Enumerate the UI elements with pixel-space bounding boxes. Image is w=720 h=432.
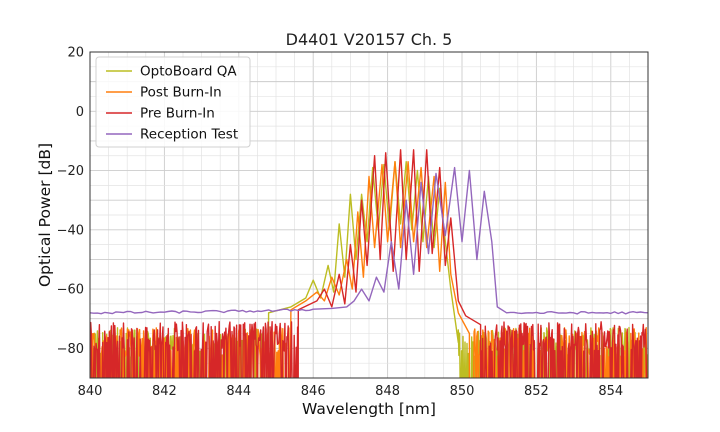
legend-box	[95, 56, 251, 148]
y-tick-label: 0	[76, 105, 84, 120]
y-tick-label: −40	[57, 223, 84, 238]
y-tick-label: 20	[67, 46, 84, 61]
x-tick-label: 854	[598, 384, 623, 399]
x-axis-title: Wavelength [nm]	[302, 400, 436, 418]
x-tick-label: 850	[450, 384, 475, 399]
y-tick-label: −20	[57, 164, 84, 179]
x-tick-label: 852	[524, 384, 549, 399]
legend-label: Post Burn-In	[140, 85, 222, 101]
chart-title: D4401 V20157 Ch. 5	[286, 30, 453, 49]
y-tick-label: −60	[57, 283, 84, 298]
series-layer	[90, 149, 648, 378]
tick-labels: 840 842 844 846 848 850 852 854 −80 −60 −40 −20 0 20	[57, 46, 624, 400]
y-axis-title: Optical Power [dB]	[36, 143, 54, 287]
legend-label: Reception Test	[140, 127, 238, 143]
x-tick-label: 844	[226, 384, 251, 399]
x-tick-label: 840	[78, 384, 103, 399]
y-tick-label: −80	[57, 342, 84, 357]
x-tick-label: 846	[301, 384, 326, 399]
legend-label: Pre Burn-In	[140, 106, 215, 122]
plot-frame	[89, 51, 649, 379]
legend: OptoBoard QA Post Burn-In Pre Burn-In Recep…	[95, 56, 251, 148]
legend-label: OptoBoard QA	[140, 64, 237, 80]
x-tick-label: 848	[375, 384, 400, 399]
x-tick-label: 842	[152, 384, 177, 399]
series-line-pre-burn-in	[90, 149, 648, 378]
series-line-reception-test	[90, 166, 648, 315]
